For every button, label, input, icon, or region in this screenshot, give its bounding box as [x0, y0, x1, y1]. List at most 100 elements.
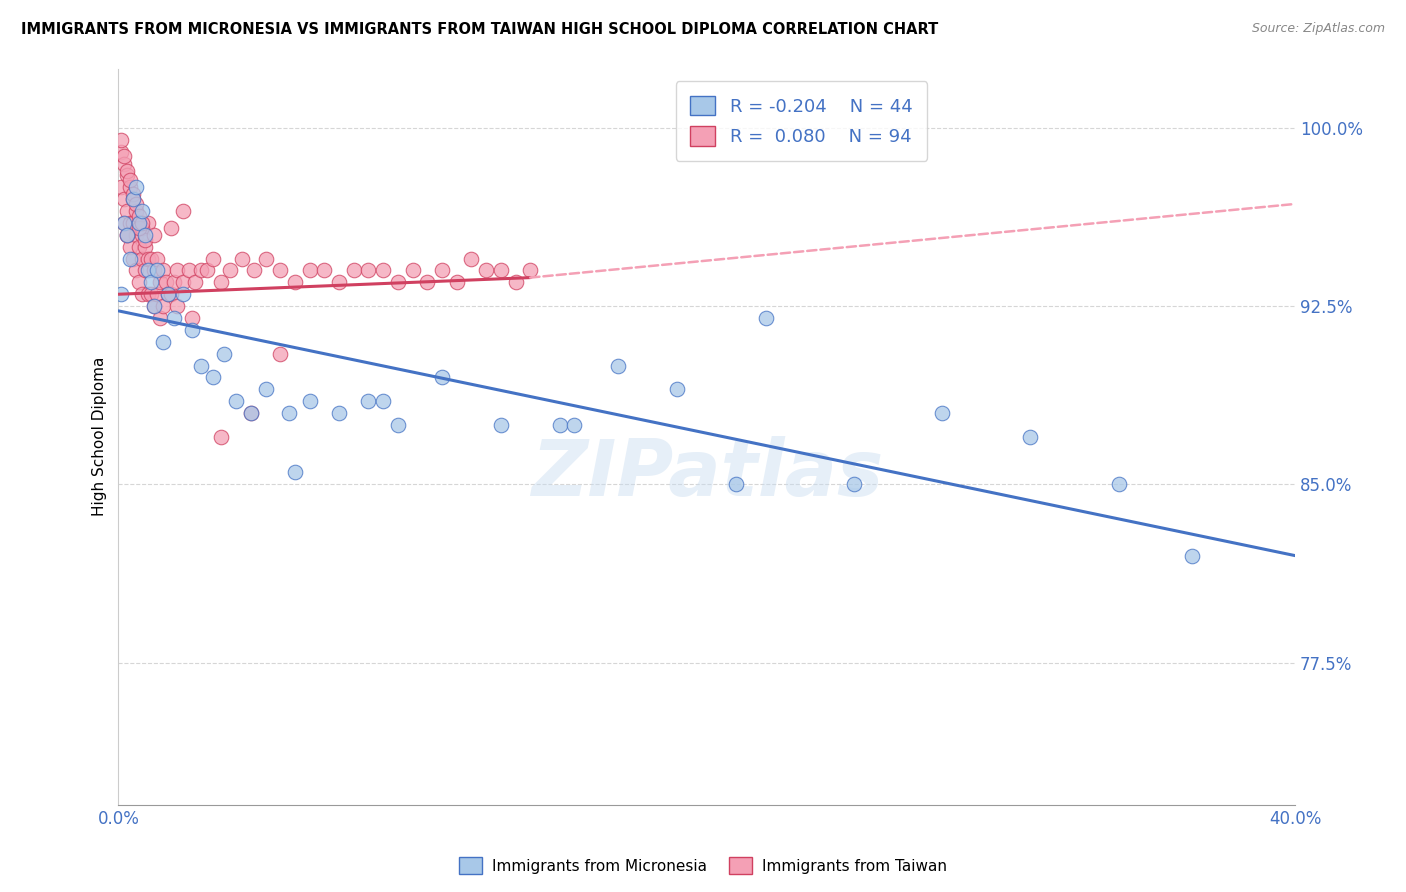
Point [149, 276, 172, 290]
Point [163, 276, 186, 290]
Point [284, 276, 307, 290]
Point [134, 233, 156, 247]
Point [231, 252, 253, 266]
Point [166, 263, 188, 277]
Point [284, 466, 307, 480]
Point [298, 394, 321, 409]
Point [139, 276, 162, 290]
Point [120, 173, 142, 187]
Point [125, 227, 148, 242]
Point [152, 263, 174, 277]
Point [328, 276, 350, 290]
Point [110, 133, 132, 147]
Point [157, 287, 180, 301]
Point [122, 216, 145, 230]
Point [131, 252, 153, 266]
Point [184, 276, 207, 290]
Point [401, 263, 423, 277]
Point [446, 276, 468, 290]
Point [120, 252, 142, 266]
Point [269, 263, 291, 277]
Point [122, 192, 145, 206]
Point [128, 209, 150, 223]
Point [190, 359, 212, 373]
Point [460, 252, 482, 266]
Point [134, 263, 156, 277]
Point [117, 227, 139, 242]
Point [117, 227, 139, 242]
Point [489, 263, 512, 277]
Point [157, 287, 180, 301]
Point [430, 263, 453, 277]
Point [110, 145, 132, 159]
Point [139, 287, 162, 301]
Point [172, 204, 194, 219]
Point [122, 187, 145, 202]
Point [242, 263, 264, 277]
Point [136, 252, 159, 266]
Point [209, 430, 232, 444]
Point [1108, 477, 1130, 491]
Point [190, 263, 212, 277]
Point [112, 216, 135, 230]
Point [842, 477, 865, 491]
Point [134, 240, 156, 254]
Point [134, 227, 156, 242]
Point [131, 220, 153, 235]
Point [214, 346, 236, 360]
Point [112, 156, 135, 170]
Point [136, 216, 159, 230]
Point [110, 180, 132, 194]
Point [1181, 549, 1204, 563]
Point [607, 359, 630, 373]
Point [117, 169, 139, 183]
Point [181, 323, 204, 337]
Legend: Immigrants from Micronesia, Immigrants from Taiwan: Immigrants from Micronesia, Immigrants f… [453, 851, 953, 880]
Point [298, 263, 321, 277]
Point [131, 216, 153, 230]
Point [430, 370, 453, 384]
Point [131, 287, 153, 301]
Point [357, 263, 380, 277]
Point [254, 252, 277, 266]
Point [122, 192, 145, 206]
Point [343, 263, 366, 277]
Point [314, 263, 336, 277]
Point [1019, 430, 1042, 444]
Point [209, 276, 232, 290]
Point [416, 276, 439, 290]
Point [131, 204, 153, 219]
Y-axis label: High School Diploma: High School Diploma [93, 357, 107, 516]
Point [122, 252, 145, 266]
Point [117, 227, 139, 242]
Point [142, 299, 165, 313]
Point [128, 216, 150, 230]
Point [666, 382, 689, 396]
Point [142, 263, 165, 277]
Point [201, 252, 224, 266]
Point [328, 406, 350, 420]
Point [564, 417, 586, 432]
Point [128, 240, 150, 254]
Point [112, 216, 135, 230]
Point [125, 197, 148, 211]
Point [357, 394, 380, 409]
Point [239, 406, 262, 420]
Point [475, 263, 498, 277]
Point [152, 299, 174, 313]
Point [373, 263, 395, 277]
Point [112, 192, 135, 206]
Point [155, 276, 177, 290]
Point [149, 311, 172, 326]
Point [112, 149, 135, 163]
Point [136, 287, 159, 301]
Point [201, 370, 224, 384]
Point [139, 252, 162, 266]
Point [181, 311, 204, 326]
Point [142, 299, 165, 313]
Point [172, 287, 194, 301]
Point [145, 287, 167, 301]
Point [128, 220, 150, 235]
Point [125, 180, 148, 194]
Point [254, 382, 277, 396]
